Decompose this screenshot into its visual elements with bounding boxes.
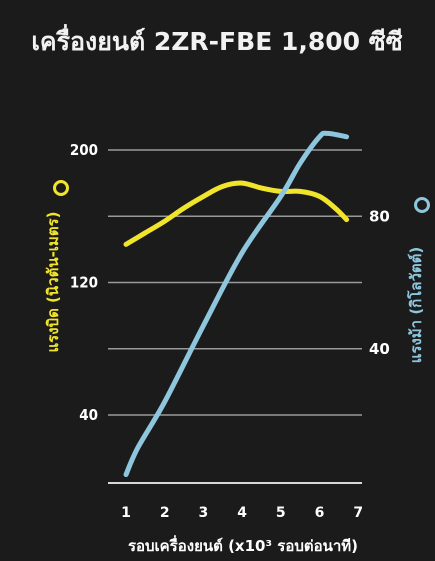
right-tick-label: 40	[369, 340, 390, 358]
axis-titles: แรงบิด (นิวตัน-เมตร) แรงม้า (กิโลวัตต์) …	[44, 212, 425, 555]
x-tick-label: 5	[276, 505, 286, 521]
x-axis-title: รอบเครื่องยนต์ (x10³ รอบต่อนาที)	[128, 535, 358, 555]
x-tick-label: 7	[353, 505, 363, 521]
grid	[108, 149, 362, 484]
power-series-line	[123, 130, 350, 478]
series	[123, 130, 350, 478]
legend-markers	[53, 180, 430, 213]
tick-labels: 200 120 40 80 40 1 2 3 4 5 6 7	[70, 141, 390, 521]
right-tick-label: 80	[369, 207, 390, 225]
x-tick-label: 3	[199, 505, 209, 521]
x-tick-label: 4	[237, 505, 247, 521]
left-tick-label: 200	[70, 141, 98, 159]
x-tick-label: 2	[160, 505, 170, 521]
torque-series-line	[123, 180, 350, 247]
right-axis-title: แรงม้า (กิโลวัตต์)	[406, 247, 425, 364]
left-tick-label: 40	[79, 406, 98, 424]
left-axis-title: แรงบิด (นิวตัน-เมตร)	[44, 212, 62, 353]
x-tick-label: 1	[121, 505, 131, 521]
torque-legend-ring-icon	[53, 180, 69, 196]
chart-title: เครื่องยนต์ 2ZR-FBE 1,800 ซีซี	[31, 24, 402, 56]
x-tick-label: 6	[315, 505, 325, 521]
left-tick-label: 120	[70, 274, 98, 292]
power-legend-ring-icon	[414, 197, 430, 213]
